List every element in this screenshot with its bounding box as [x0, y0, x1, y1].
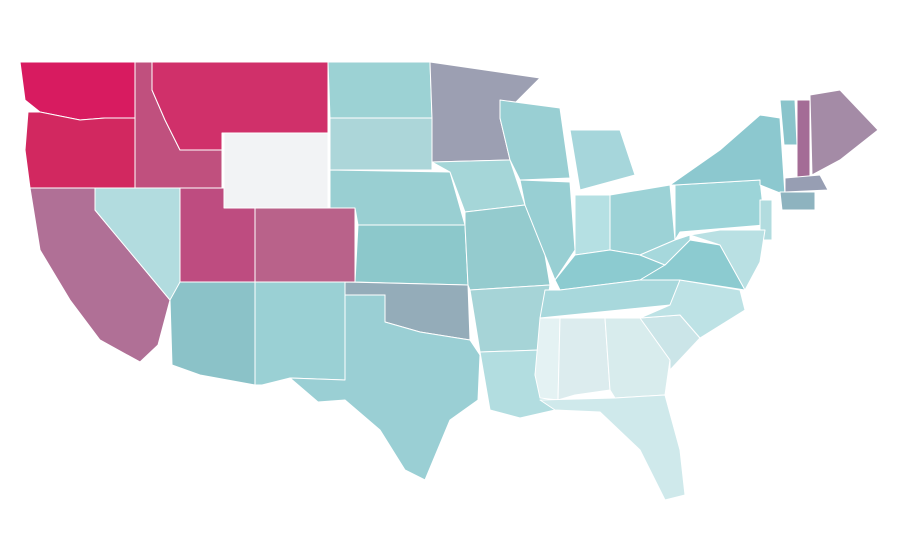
state	[254, 281, 346, 386]
state	[689, 229, 766, 291]
state	[569, 129, 636, 191]
state	[539, 394, 686, 501]
state	[639, 234, 691, 266]
states	[19, 61, 879, 501]
state	[574, 194, 611, 256]
state	[327, 61, 433, 119]
state	[784, 174, 829, 193]
state	[534, 317, 561, 401]
state	[254, 207, 356, 283]
state	[151, 61, 329, 151]
state	[354, 224, 469, 286]
state	[329, 117, 433, 171]
state	[557, 317, 611, 401]
state	[289, 294, 481, 481]
state	[19, 61, 136, 121]
state	[779, 99, 798, 146]
state	[779, 191, 816, 211]
state	[796, 99, 811, 179]
state	[24, 111, 136, 189]
state	[809, 89, 879, 176]
state	[169, 281, 256, 386]
state	[223, 132, 329, 209]
